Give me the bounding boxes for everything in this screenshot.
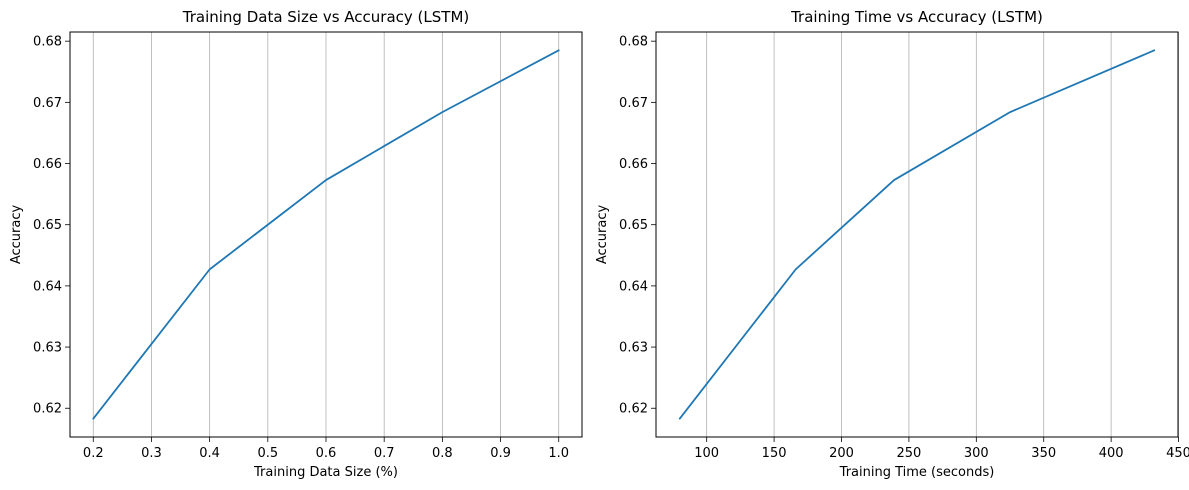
y-tick-label: 0.63 — [33, 341, 62, 356]
y-tick-label: 0.66 — [33, 157, 62, 172]
y-tick-label: 0.68 — [619, 35, 648, 50]
chart-title: Training Data Size vs Accuracy (LSTM) — [182, 8, 470, 26]
x-tick-label: 300 — [964, 446, 989, 461]
y-ticks: 0.62 0.63 0.64 0.65 0.66 0.67 0.68 — [619, 35, 656, 417]
x-tick-label: 400 — [1099, 446, 1124, 461]
x-gridlines — [92, 32, 560, 437]
x-tick-label: 0.5 — [257, 446, 278, 461]
x-tick-label: 200 — [829, 446, 854, 461]
x-tick-label: 1.0 — [548, 446, 569, 461]
y-tick-label: 0.65 — [33, 218, 62, 233]
y-tick-label: 0.64 — [33, 279, 62, 294]
y-tick-label: 0.67 — [33, 96, 62, 111]
x-axis-label: Training Time (seconds) — [839, 465, 995, 480]
x-tick-label: 450 — [1166, 446, 1189, 461]
series-line — [92, 49, 560, 420]
y-tick-label: 0.64 — [619, 279, 648, 294]
series-line — [678, 49, 1156, 420]
x-tick-label: 0.2 — [83, 446, 104, 461]
y-tick-label: 0.68 — [33, 35, 62, 50]
x-tick-label: 0.9 — [490, 446, 511, 461]
y-tick-label: 0.66 — [619, 157, 648, 172]
x-tick-label: 0.3 — [141, 446, 162, 461]
chart-title: Training Time vs Accuracy (LSTM) — [790, 8, 1043, 26]
y-axis-label: Accuracy — [595, 205, 610, 265]
x-tick-label: 350 — [1031, 446, 1056, 461]
x-ticks: 100 150 200 250 300 350 400 450 — [694, 437, 1189, 461]
x-tick-label: 0.4 — [199, 446, 220, 461]
x-tick-label: 150 — [762, 446, 787, 461]
x-tick-label: 100 — [694, 446, 719, 461]
y-ticks: 0.62 0.63 0.64 0.65 0.66 0.67 0.68 — [33, 35, 70, 417]
x-axis-label: Training Data Size (%) — [253, 465, 398, 480]
x-ticks: 0.2 0.3 0.4 0.5 0.6 0.7 0.8 0.9 1.0 — [83, 437, 569, 461]
x-tick-label: 0.6 — [316, 446, 337, 461]
y-tick-label: 0.65 — [619, 218, 648, 233]
x-tick-label: 250 — [896, 446, 921, 461]
y-tick-label: 0.62 — [619, 402, 648, 417]
y-tick-label: 0.62 — [33, 402, 62, 417]
y-axis-label: Accuracy — [9, 205, 24, 265]
y-tick-label: 0.67 — [619, 96, 648, 111]
y-tick-label: 0.63 — [619, 341, 648, 356]
x-tick-label: 0.8 — [432, 446, 453, 461]
plot-frame — [655, 31, 1179, 438]
chart-data-size-vs-accuracy: 0.2 0.3 0.4 0.5 0.6 0.7 0.8 0.9 1.00.620.630.640… — [9, 8, 583, 480]
chart-time-vs-accuracy: 100 150 200 250 300 350 400 450 0.62 0.63 0.64 0.65… — [595, 8, 1189, 480]
x-tick-label: 0.7 — [374, 446, 395, 461]
x-gridlines — [706, 32, 1179, 437]
